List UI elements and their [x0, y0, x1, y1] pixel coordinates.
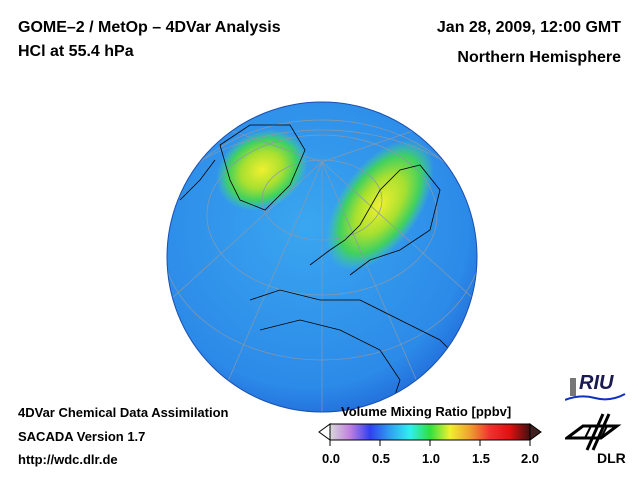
- colorbar-tick: 1.5: [471, 451, 491, 466]
- colorbar-tick: 1.0: [421, 451, 441, 466]
- dlr-logo-text: DLR: [597, 450, 626, 466]
- colorbar-tick: 2.0: [520, 451, 540, 466]
- colorbar: [318, 423, 542, 446]
- coastlines: [179, 124, 461, 411]
- dlr-emblem-icon: [562, 413, 622, 451]
- footer-url[interactable]: http://wdc.dlr.de: [18, 452, 118, 467]
- colorbar-bar: [329, 423, 531, 441]
- hcl-high-region-scandinavia: [325, 139, 435, 271]
- colorbar-min-arrow: [318, 423, 331, 441]
- title-line2: HCl at 55.4 hPa: [18, 43, 134, 60]
- region-label: Northern Hemisphere: [457, 49, 621, 66]
- graticule: [167, 119, 477, 412]
- footer-line1: 4DVar Chemical Data Assimilation: [18, 405, 229, 420]
- footer-line2: SACADA Version 1.7: [18, 429, 146, 444]
- riu-logo-text: RIU: [579, 372, 614, 394]
- colorbar-max-arrow: [529, 423, 542, 441]
- colorbar-tick: 0.0: [321, 451, 341, 466]
- date-label: Jan 28, 2009, 12:00 GMT: [436, 19, 621, 36]
- colorbar-tick: 0.5: [371, 451, 391, 466]
- dlr-logo: DLR: [562, 412, 626, 468]
- riu-logo: RIU: [565, 372, 627, 402]
- colorbar-label: Volume Mixing Ratio [ppbv]: [341, 404, 512, 419]
- title-line1: GOME–2 / MetOp – 4DVar Analysis: [18, 19, 281, 36]
